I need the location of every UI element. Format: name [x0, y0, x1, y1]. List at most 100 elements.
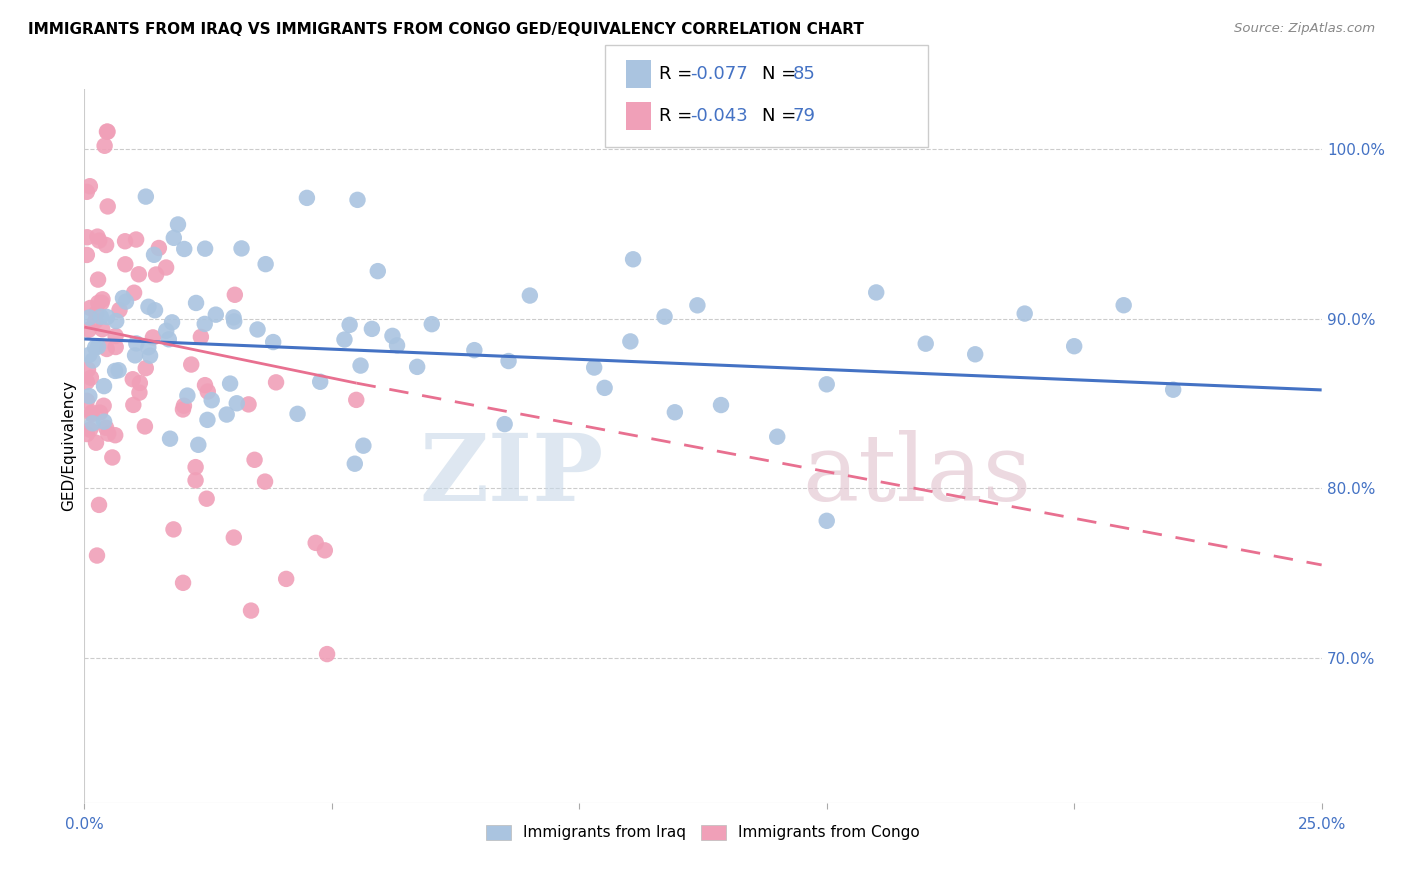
Point	[1014, 307, 1036, 321]
Point	[194, 378, 217, 392]
Point	[346, 193, 368, 207]
Point	[344, 392, 367, 407]
Point	[115, 294, 138, 309]
Point	[125, 336, 148, 351]
Point	[172, 402, 194, 417]
Text: -0.043: -0.043	[690, 107, 748, 125]
Point	[138, 300, 160, 314]
Point	[80, 405, 103, 419]
Text: atlas: atlas	[801, 430, 1031, 519]
Point	[914, 336, 936, 351]
Point	[155, 324, 177, 338]
Point	[143, 248, 166, 262]
Point	[80, 407, 103, 421]
Point	[167, 218, 190, 232]
Point	[621, 252, 644, 267]
Point	[142, 330, 165, 344]
Point	[139, 349, 162, 363]
Point	[94, 238, 117, 252]
Point	[87, 272, 110, 286]
Point	[246, 322, 269, 336]
Point	[90, 295, 112, 310]
Point	[128, 376, 150, 390]
Point	[1161, 383, 1184, 397]
Point	[815, 514, 838, 528]
Point	[159, 432, 181, 446]
Point	[76, 375, 98, 389]
Text: N =: N =	[762, 65, 801, 83]
Point	[114, 234, 136, 248]
Point	[172, 575, 194, 590]
Point	[225, 396, 247, 410]
Point	[79, 310, 101, 325]
Point	[87, 295, 110, 310]
Point	[111, 291, 134, 305]
Point	[84, 314, 107, 328]
Point	[184, 473, 207, 487]
Point	[160, 315, 183, 329]
Point	[276, 572, 298, 586]
Point	[231, 242, 253, 256]
Point	[180, 358, 202, 372]
Point	[176, 388, 198, 402]
Point	[101, 450, 124, 465]
Point	[86, 229, 108, 244]
Point	[333, 333, 356, 347]
Point	[77, 362, 100, 376]
Text: 85: 85	[793, 65, 815, 83]
Point	[93, 138, 115, 153]
Point	[965, 347, 987, 361]
Point	[710, 398, 733, 412]
Text: R =: R =	[659, 65, 699, 83]
Point	[385, 338, 408, 352]
Point	[240, 604, 263, 618]
Point	[1063, 339, 1085, 353]
Point	[349, 359, 371, 373]
Point	[381, 329, 404, 343]
Point	[134, 419, 156, 434]
Text: 79: 79	[793, 107, 815, 125]
Point	[224, 314, 246, 328]
Point	[79, 348, 101, 362]
Point	[155, 260, 177, 275]
Point	[104, 428, 127, 442]
Point	[84, 341, 107, 355]
Point	[361, 322, 384, 336]
Point	[463, 343, 485, 358]
Point	[238, 397, 260, 411]
Point	[135, 361, 157, 376]
Point	[79, 389, 101, 403]
Point	[143, 303, 166, 318]
Point	[104, 340, 127, 354]
Point	[122, 398, 145, 412]
Point	[105, 314, 128, 328]
Point	[686, 298, 709, 312]
Point	[664, 405, 686, 419]
Point	[86, 549, 108, 563]
Y-axis label: GED/Equivalency: GED/Equivalency	[60, 381, 76, 511]
Point	[162, 522, 184, 536]
Point	[89, 406, 111, 420]
Point	[339, 318, 361, 332]
Point	[367, 264, 389, 278]
Point	[104, 364, 127, 378]
Point	[136, 340, 159, 354]
Point	[89, 234, 111, 248]
Point	[184, 460, 207, 475]
Point	[87, 498, 110, 512]
Point	[79, 179, 101, 194]
Point	[187, 438, 209, 452]
Point	[148, 241, 170, 255]
Point	[82, 417, 104, 431]
Point	[87, 340, 110, 354]
Point	[124, 348, 146, 362]
Point	[90, 310, 112, 324]
Point	[254, 475, 277, 489]
Point	[865, 285, 887, 300]
Text: R =: R =	[659, 107, 699, 125]
Point	[406, 359, 429, 374]
Point	[93, 399, 115, 413]
Point	[163, 231, 186, 245]
Point	[264, 376, 287, 390]
Point	[108, 302, 131, 317]
